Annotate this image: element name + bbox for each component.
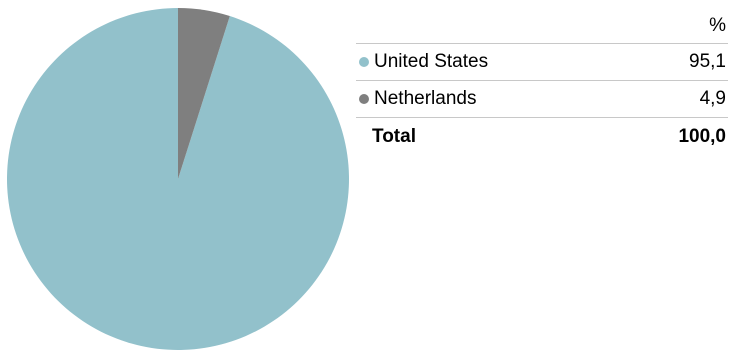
legend-value-united-states: 95,1 (689, 51, 726, 72)
pie-slice-united-states (7, 8, 350, 350)
total-label: Total (372, 125, 416, 147)
pie-slice-netherlands (178, 8, 230, 179)
legend-label-netherlands: Netherlands (374, 88, 477, 109)
legend-label-cell: Netherlands (356, 88, 476, 110)
legend-table: % United States 95,1 Netherlands 4,9 Tot… (356, 8, 728, 155)
legend-row-united-states: United States 95,1 (356, 44, 728, 81)
netherlands-swatch (359, 94, 369, 104)
legend-label-united-states: United States (374, 51, 489, 72)
legend-value-netherlands: 4,9 (699, 88, 726, 109)
total-value: 100,0 (678, 125, 726, 147)
united-states-swatch (359, 57, 369, 67)
legend-total-row: Total 100,0 (356, 118, 728, 155)
legend-label-cell: United States (356, 51, 488, 73)
legend-header-row: % (356, 8, 728, 44)
pie-chart (7, 8, 350, 350)
pie-slices (7, 8, 350, 350)
legend-row-netherlands: Netherlands 4,9 (356, 81, 728, 118)
unit-header: % (709, 14, 726, 36)
